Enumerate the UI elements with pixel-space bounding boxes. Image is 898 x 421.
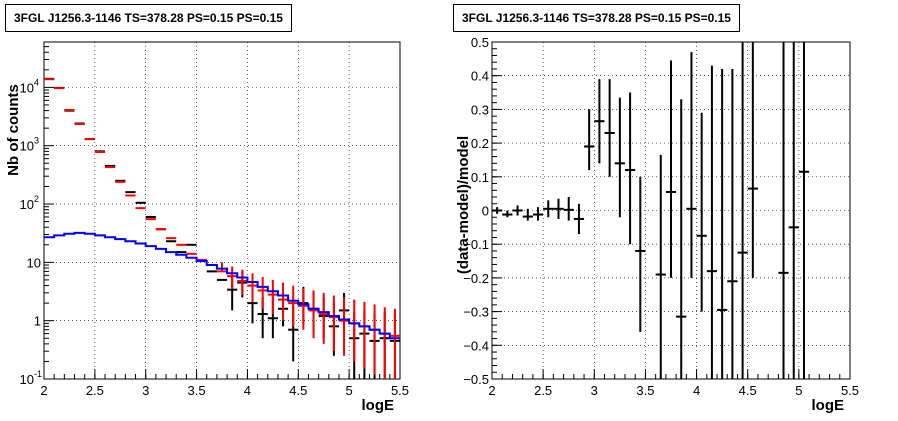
y-tick-exponent: -1 [34, 369, 42, 379]
x-axis-label: logE [362, 397, 395, 414]
data-point [778, 42, 789, 379]
y-tick-label: 10 [27, 255, 41, 270]
x-axis-label: logE [812, 397, 845, 414]
x-tick-label: 4 [244, 383, 251, 398]
data-layer [492, 42, 810, 379]
model-point [237, 269, 248, 295]
y-tick-label: 10 [20, 197, 34, 212]
data-point [573, 203, 585, 235]
y-tick-label: −0.1 [463, 237, 489, 252]
data-point [512, 205, 523, 216]
y-tick-label: 0 [482, 204, 489, 219]
y-tick-exponent: 4 [34, 77, 39, 87]
y-axis-label: (data-model)/model [455, 136, 472, 274]
data-point [502, 210, 513, 218]
y-axis-label: Nb of counts [5, 84, 22, 176]
data-point [594, 79, 605, 164]
data-point [706, 65, 718, 379]
y-tick-exponent: 2 [34, 194, 39, 204]
x-tick-label: 2.5 [86, 383, 104, 398]
data-point [635, 176, 646, 332]
model-point [318, 292, 329, 344]
data-point [717, 68, 728, 379]
x-tick-label: 5 [346, 383, 353, 398]
data-point [798, 42, 810, 379]
y-tick-label: 10 [20, 139, 34, 154]
x-tick-label: 2 [488, 383, 495, 398]
model-point [349, 299, 360, 362]
x-tick-label: 5.5 [391, 383, 409, 398]
y-tick-label: −0.5 [463, 372, 489, 387]
right-chart-title: 3FGL J1256.3-1146 TS=378.28 PS=0.15 PS=0… [453, 4, 740, 32]
model-point [379, 307, 390, 379]
x-tick-label: 3.5 [636, 383, 654, 398]
data-point [522, 208, 533, 221]
x-tick-label: 5 [795, 383, 802, 398]
data-point [727, 68, 738, 379]
left-chart-title: 3FGL J1256.3-1146 TS=378.28 PS=0.15 PS=0… [5, 4, 292, 32]
data-point [747, 42, 758, 278]
data-point [492, 207, 503, 214]
x-tick-label: 5.5 [841, 383, 859, 398]
data-point [676, 99, 687, 379]
background-model-histogram [44, 231, 400, 340]
data-point [665, 60, 677, 278]
x-tick-label: 4.5 [739, 383, 757, 398]
y-tick-label: 10 [20, 80, 34, 95]
y-tick-label: −0.3 [463, 305, 489, 320]
data-point [737, 42, 748, 379]
model-point [369, 304, 380, 375]
y-tick-label: −0.4 [463, 338, 489, 353]
model-point [338, 297, 350, 356]
model-point [288, 285, 299, 327]
y-tick-label: 0.2 [471, 136, 489, 151]
model-point [227, 266, 238, 289]
model-point [328, 295, 339, 352]
y-tick-label: 10 [20, 372, 34, 387]
model-point [277, 282, 289, 321]
data-point [788, 42, 799, 379]
y-tick-label: 0.5 [471, 35, 489, 50]
x-tick-label: 4.5 [289, 383, 307, 398]
data-point [614, 97, 625, 218]
model-point [257, 277, 268, 309]
y-tick-label: 0.4 [471, 69, 489, 84]
x-tick-label: 2 [40, 383, 47, 398]
y-tick-label: −0.2 [463, 271, 489, 286]
x-tick-label: 3 [591, 383, 598, 398]
model-point [359, 301, 370, 369]
data-layer [44, 77, 400, 379]
model-point [247, 273, 258, 302]
data-point [696, 112, 707, 312]
data-point [532, 207, 544, 221]
model-point [389, 308, 400, 379]
y-tick-exponent: 3 [34, 136, 39, 146]
y-tick-label: 0.3 [471, 102, 489, 117]
data-point [543, 200, 554, 218]
chart-residuals: 2 2.5 3 3.5 4 4.5 5 5.5 −0.5 −0.4 −0.3 −0.2 −0.1 0 0.1… [455, 35, 859, 414]
model-point [298, 288, 309, 330]
data-point [553, 198, 564, 219]
model-point [216, 262, 228, 273]
x-tick-label: 4 [693, 383, 700, 398]
data-point [624, 92, 636, 245]
y-tick-label: 1 [34, 314, 41, 329]
data-point [584, 109, 595, 171]
data-point [686, 52, 697, 278]
model-point [267, 279, 278, 315]
x-tick-label: 2.5 [534, 383, 552, 398]
x-tick-label: 3 [142, 383, 149, 398]
plot-frame [43, 41, 401, 380]
y-tick-label: 0.1 [471, 170, 489, 185]
data-point [655, 154, 666, 379]
x-tick-label: 3.5 [188, 383, 206, 398]
data-point [604, 79, 615, 177]
data-point [563, 197, 574, 221]
model-point [308, 290, 319, 339]
